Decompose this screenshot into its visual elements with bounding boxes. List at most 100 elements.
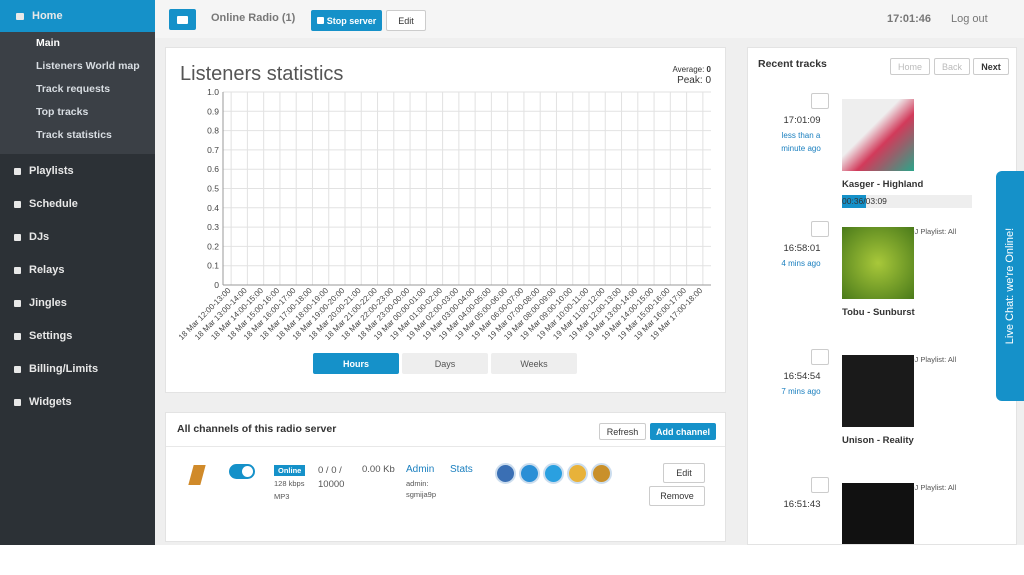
peak-value: 0: [705, 75, 711, 86]
listeners: 0 / 0 / 10000: [318, 465, 345, 490]
y-tick-label: 0: [214, 280, 219, 290]
progress-bar: 00:36/03:09: [842, 195, 972, 208]
chart-panel: Average: 0 Peak: 0 Listeners statistics 0 0.…: [165, 47, 726, 393]
y-tick-label: 0.8: [207, 126, 219, 136]
track-title: Unison - Reality: [842, 435, 914, 446]
track-note-icon[interactable]: [811, 221, 829, 237]
toggle-knob: [242, 466, 253, 477]
track-ago: less than a minute ago: [781, 131, 821, 153]
player-icon[interactable]: [591, 463, 612, 484]
chart-tab[interactable]: Weeks: [491, 353, 577, 374]
pager-back[interactable]: Back: [934, 58, 970, 75]
home-menu-item[interactable]: Home: [0, 0, 155, 32]
peak-text: Peak:: [677, 75, 703, 86]
status-badge: Online: [274, 465, 306, 476]
menu-label: Settings: [29, 330, 73, 342]
menu-item[interactable]: Widgets: [14, 394, 72, 410]
progress-fill: [842, 195, 866, 208]
track-title: Tobu - Sunburst: [842, 307, 915, 318]
track-time: 17:01:09: [783, 115, 821, 126]
submenu-bg: [0, 32, 155, 154]
track-time: 16:58:01: [783, 243, 821, 254]
stop-server-button[interactable]: Stop server: [311, 10, 382, 31]
peak-label: Peak: 0: [677, 75, 711, 86]
live-chat-label: Live Chat: we're Online!: [1004, 227, 1016, 345]
menu-label: DJs: [29, 231, 50, 243]
menu-item[interactable]: Billing/Limits: [14, 361, 98, 377]
channel-toggle[interactable]: [229, 464, 255, 479]
average-text: Average:: [672, 65, 705, 74]
chart-tab[interactable]: Days: [402, 353, 488, 374]
y-tick-label: 0.5: [207, 184, 219, 194]
track-note-icon[interactable]: [811, 93, 829, 109]
menu-item[interactable]: Schedule: [14, 196, 78, 212]
y-tick-label: 0.7: [207, 145, 219, 155]
track-ago: 7 mins ago: [781, 387, 821, 396]
add-channel-button[interactable]: Add channel: [650, 423, 716, 440]
submenu-item[interactable]: Listeners World map: [36, 60, 140, 72]
size: 0.00 Kb: [362, 464, 395, 475]
track-title: Kasger - Highland: [842, 179, 924, 190]
channel-edit-button[interactable]: Edit: [663, 463, 705, 483]
pager-next[interactable]: Next: [973, 58, 1009, 75]
menu-icon: [14, 266, 21, 274]
admin-link[interactable]: Admin: [406, 464, 435, 475]
player-icon[interactable]: [519, 463, 540, 484]
album-art: [842, 483, 914, 544]
track-time: 16:51:43: [783, 499, 821, 510]
menu-toggle-button[interactable]: [169, 9, 196, 30]
submenu-item[interactable]: Main: [36, 37, 60, 49]
recent-title: Recent tracks: [758, 58, 827, 70]
submenu-item[interactable]: Track statistics: [36, 129, 112, 141]
submenu-item[interactable]: Track requests: [36, 83, 111, 95]
track-time: 16:54:54: [783, 371, 821, 382]
live-chat-tab[interactable]: Live Chat: we're Online!: [996, 171, 1024, 401]
menu-label: Billing/Limits: [29, 363, 99, 375]
home-icon: [16, 12, 24, 20]
chart: Listeners statistics 0 0.1 0.2 0.3 0.4 0.5 0.6 0…: [177, 63, 711, 342]
album-art: [842, 99, 914, 171]
chart-tab[interactable]: Hours: [313, 353, 399, 374]
y-tick-label: 0.3: [207, 222, 219, 232]
channel-remove-button[interactable]: Remove: [649, 486, 705, 506]
menu-item[interactable]: Relays: [14, 262, 64, 278]
track-note-icon[interactable]: [811, 349, 829, 365]
player-icon[interactable]: [495, 463, 516, 484]
menu-label: Relays: [29, 264, 65, 276]
menu-icon: [14, 365, 21, 373]
menu-item[interactable]: DJs: [14, 229, 49, 245]
menu-label: Widgets: [29, 396, 72, 408]
stop-label: Stop server: [326, 15, 377, 26]
menu-label: Jingles: [29, 297, 67, 309]
submenu-item[interactable]: Top tracks: [36, 106, 89, 118]
player-icon[interactable]: [567, 463, 588, 484]
edit-button[interactable]: Edit: [386, 10, 426, 31]
refresh-button[interactable]: Refresh: [599, 423, 646, 440]
clock: 17:01:46: [887, 13, 932, 25]
channel-icon: [188, 465, 206, 485]
stop-icon: [316, 17, 324, 24]
progress-text: 00:36/03:09: [842, 196, 887, 206]
player-icon[interactable]: [543, 463, 564, 484]
menu-item[interactable]: Playlists: [14, 163, 74, 179]
main-area: Online Radio (1) Stop server Edit 17:01:46 L…: [155, 0, 1024, 545]
track-note-icon[interactable]: [811, 477, 829, 493]
track-ago: 4 mins ago: [781, 259, 821, 268]
bitrate: 128 kbps: [274, 479, 305, 488]
station-selector[interactable]: Online Radio (1): [211, 12, 296, 24]
menu-icon: [14, 299, 21, 307]
y-tick-label: 0.2: [207, 241, 219, 251]
menu-icon: [14, 332, 21, 340]
menu-icon: [14, 398, 21, 406]
menu-item[interactable]: Jingles: [14, 295, 67, 311]
stats-link[interactable]: Stats: [450, 464, 473, 475]
y-tick-label: 1.0: [207, 87, 219, 97]
pager-home[interactable]: Home: [890, 58, 930, 75]
logout-link[interactable]: Log out: [951, 13, 988, 25]
y-tick-label: 0.4: [207, 203, 219, 213]
menu-icon: [14, 200, 21, 208]
top-bar: [155, 0, 1024, 38]
menu-item[interactable]: Settings: [14, 328, 72, 344]
menu-label: Schedule: [29, 198, 78, 210]
chart-title: Listeners statistics: [180, 63, 343, 85]
